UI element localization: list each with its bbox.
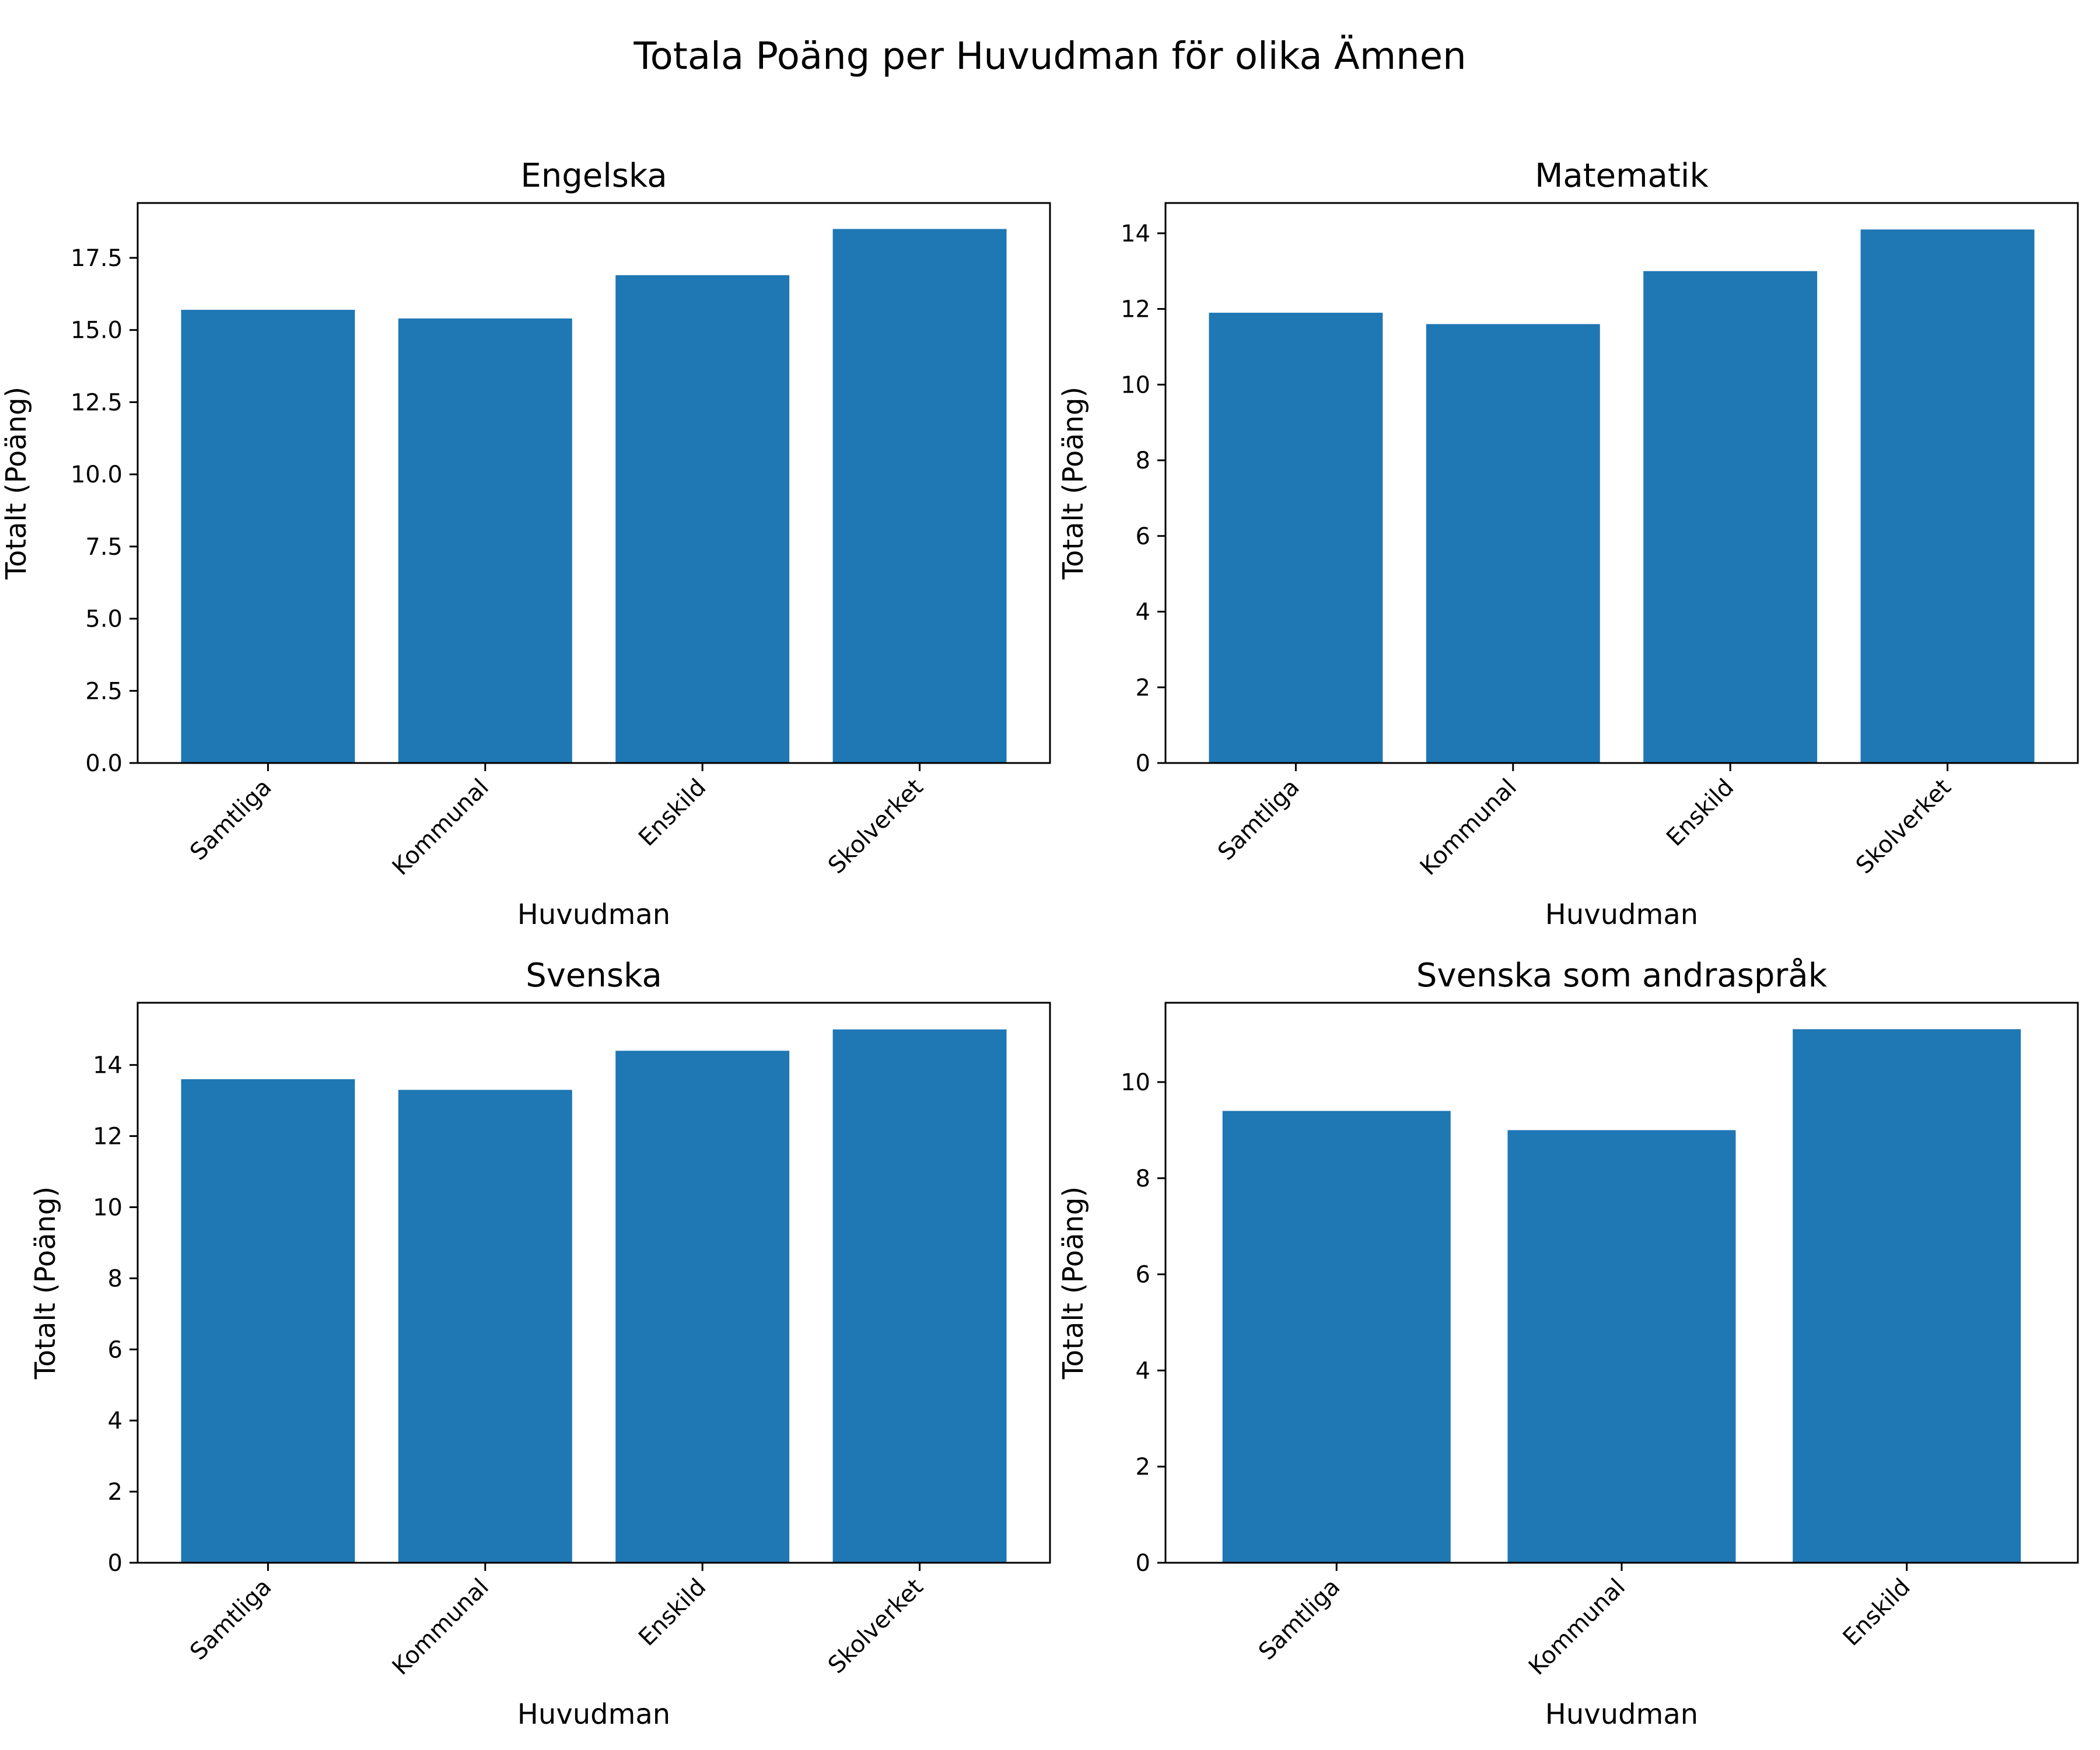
y-tick-label: 8 — [108, 1265, 123, 1292]
y-tick-label: 12.5 — [71, 389, 123, 416]
y-tick-label: 14 — [93, 1052, 123, 1079]
bar-skolverket — [832, 1029, 1007, 1563]
bar-kommunal — [398, 318, 572, 763]
y-tick-label: 6 — [108, 1336, 123, 1363]
figure-title: Totala Poäng per Huvudman för olika Ämne… — [633, 34, 1466, 78]
axes-frame — [136, 202, 1051, 764]
bar-enskild — [615, 1051, 790, 1563]
subplot-title: Engelska — [520, 157, 667, 195]
y-tick-label: 2 — [1136, 674, 1150, 701]
x-axis-label: Huvudman — [1545, 898, 1698, 931]
y-tick-label: 2 — [1136, 1454, 1150, 1480]
y-tick-label: 5.0 — [85, 606, 123, 633]
y-axis-label: Totalt (Poäng) — [0, 387, 33, 580]
y-tick-label: 2.5 — [85, 678, 123, 705]
bar-enskild — [1793, 1029, 2021, 1563]
y-tick-label: 4 — [108, 1408, 123, 1434]
bar-enskild — [1643, 271, 1818, 764]
y-tick-label: 2 — [108, 1479, 123, 1506]
y-axis-label: Totalt (Poäng) — [29, 1186, 62, 1380]
subplot-title: Svenska som andraspråk — [1416, 957, 1828, 995]
y-tick-label: 12 — [1121, 296, 1150, 323]
bar-samtliga — [1222, 1111, 1451, 1563]
x-axis-label: Huvudman — [517, 898, 670, 931]
axes-frame — [1164, 202, 2079, 764]
y-tick-label: 10 — [1121, 1069, 1150, 1096]
axes-frame — [136, 1002, 1051, 1564]
y-tick-label: 15.0 — [71, 317, 123, 344]
y-tick-label: 17.5 — [71, 245, 123, 272]
y-tick-label: 7.5 — [85, 534, 123, 561]
bar-samtliga — [181, 1079, 355, 1563]
bar-kommunal — [1507, 1130, 1736, 1563]
y-tick-label: 10.0 — [71, 461, 123, 488]
y-tick-label: 8 — [1136, 1166, 1150, 1192]
y-tick-label: 8 — [1136, 447, 1150, 474]
y-tick-label: 10 — [1121, 372, 1150, 398]
y-tick-label: 0 — [108, 1550, 123, 1577]
y-tick-label: 6 — [1136, 523, 1150, 550]
bar-kommunal — [398, 1090, 572, 1563]
y-tick-label: 10 — [93, 1194, 123, 1221]
subplot-title: Svenska — [526, 957, 662, 995]
y-axis-label: Totalt (Poäng) — [1057, 1186, 1090, 1380]
y-tick-label: 0 — [1136, 750, 1150, 777]
bar-samtliga — [181, 310, 355, 763]
bar-kommunal — [1426, 324, 1600, 763]
x-axis-label: Huvudman — [517, 1698, 670, 1731]
subplot-title: Matematik — [1535, 157, 1709, 195]
y-tick-label: 4 — [1136, 599, 1150, 626]
y-tick-label: 0 — [1136, 1550, 1150, 1577]
bar-samtliga — [1209, 313, 1383, 763]
y-tick-label: 0.0 — [85, 750, 123, 777]
bar-skolverket — [1860, 229, 2035, 763]
x-axis-label: Huvudman — [1545, 1698, 1698, 1731]
bar-enskild — [615, 275, 790, 764]
y-tick-label: 12 — [93, 1124, 123, 1150]
y-tick-label: 4 — [1136, 1357, 1150, 1384]
bar-skolverket — [832, 229, 1007, 763]
y-axis-label: Totalt (Poäng) — [1057, 387, 1090, 580]
y-tick-label: 14 — [1121, 220, 1150, 247]
y-tick-label: 6 — [1136, 1262, 1150, 1289]
